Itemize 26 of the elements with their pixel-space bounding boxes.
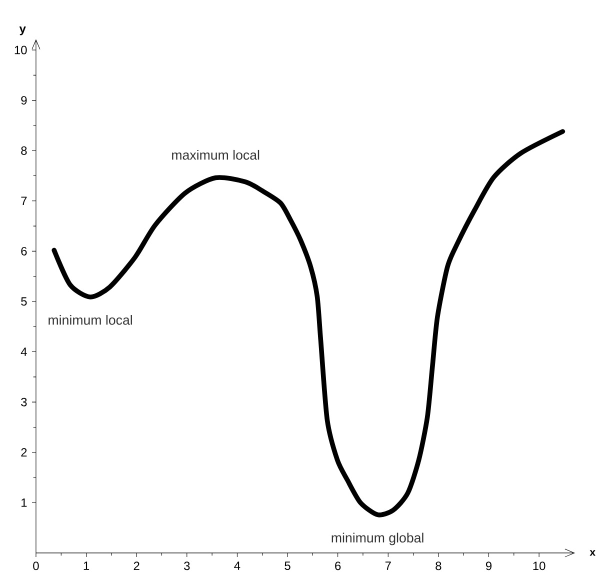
x-axis-title: x <box>590 550 596 556</box>
x-tick-label: 4 <box>234 562 240 570</box>
y-tick-label: 2 <box>21 448 27 457</box>
x-tick-label: 0 <box>33 562 39 570</box>
x-tick-label: 6 <box>335 562 341 570</box>
y-tick-label: 8 <box>21 146 27 156</box>
y-tick-label: 1 <box>22 498 27 507</box>
x-tick-label: 9 <box>486 562 492 570</box>
annotation: maximum local <box>172 150 260 160</box>
y-tick-label: 3 <box>21 398 27 407</box>
x-tick-label: 10 <box>533 562 546 570</box>
x-tick-label: 7 <box>385 562 391 570</box>
x-tick-label: 8 <box>436 562 442 570</box>
y-tick-label: 6 <box>21 247 27 256</box>
x-tick-label: 3 <box>184 562 190 570</box>
y-axis-title: y <box>19 26 26 36</box>
y-tick-label: 9 <box>21 96 27 105</box>
x-tick-label: 1 <box>84 562 90 570</box>
x-tick-label: 2 <box>134 562 140 570</box>
y-tick-label: 4 <box>20 348 27 356</box>
annotation: minimum global <box>332 532 424 546</box>
annotation: minimum local <box>48 315 132 325</box>
y-tick-label: 10 <box>14 46 27 54</box>
y-tick-label: 7 <box>21 196 27 206</box>
x-tick-label: 5 <box>284 562 290 570</box>
y-tick-label: 5 <box>21 298 27 306</box>
